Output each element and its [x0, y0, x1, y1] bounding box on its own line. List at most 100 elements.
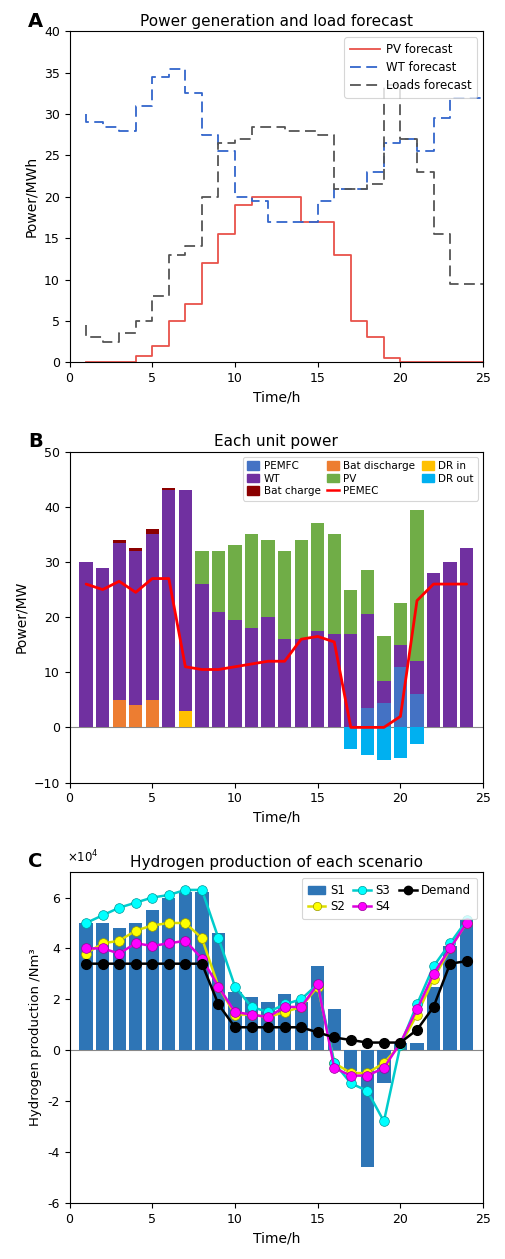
Loads forecast — [430, 165, 436, 180]
PEMEC — [331, 635, 337, 650]
S2 — [381, 1055, 387, 1070]
S2 — [315, 980, 321, 995]
WT forecast — [364, 181, 370, 196]
Bar — [311, 524, 324, 631]
PEMEC — [116, 574, 122, 589]
Bar — [344, 633, 358, 728]
PV forecast — [331, 214, 337, 229]
PV forecast — [199, 297, 205, 312]
Legend: PV forecast, WT forecast, Loads forecast: PV forecast, WT forecast, Loads forecast — [344, 38, 477, 98]
Text: B: B — [28, 432, 43, 451]
PEMEC — [133, 584, 139, 599]
WT forecast — [331, 194, 337, 209]
Line: S3: S3 — [81, 885, 472, 1127]
Bar — [129, 551, 142, 705]
S3 — [331, 1055, 337, 1070]
Bar — [377, 1050, 390, 1083]
Loads forecast — [116, 334, 122, 349]
Bar — [344, 728, 358, 749]
Bar — [328, 535, 341, 633]
Demand — [430, 1000, 436, 1015]
Bar — [344, 1050, 358, 1070]
Loads forecast — [464, 276, 470, 291]
Bar — [179, 893, 192, 1050]
Loads forecast — [364, 181, 370, 196]
Line: PEMEC: PEMEC — [86, 579, 467, 728]
Bar — [394, 667, 407, 728]
PEMEC — [166, 572, 172, 587]
PEMEC — [83, 577, 89, 592]
PV forecast — [480, 355, 486, 370]
Text: $\times10^4$: $\times10^4$ — [68, 849, 99, 865]
Bar — [411, 728, 424, 744]
S2 — [430, 972, 436, 987]
S2 — [166, 915, 172, 930]
WT forecast — [149, 98, 156, 113]
Bar — [145, 529, 159, 535]
Y-axis label: Hydrogen production /Nm³: Hydrogen production /Nm³ — [29, 948, 42, 1127]
Loads forecast — [480, 276, 486, 291]
Bar — [228, 619, 241, 728]
S2 — [447, 940, 453, 956]
WT forecast — [480, 91, 486, 106]
Demand — [298, 1020, 304, 1035]
S3 — [265, 1005, 271, 1020]
Bar — [145, 535, 159, 700]
S3 — [364, 1083, 370, 1098]
PV forecast — [348, 247, 354, 262]
S2 — [216, 980, 222, 995]
PV forecast — [182, 313, 188, 329]
Bar — [411, 694, 424, 728]
S3 — [216, 930, 222, 946]
WT forecast — [248, 189, 255, 204]
Loads forecast — [331, 127, 337, 142]
Bar — [212, 612, 225, 728]
Line: S2: S2 — [81, 918, 472, 1078]
Bar — [145, 910, 159, 1050]
S3 — [232, 980, 238, 995]
Loads forecast — [149, 313, 156, 329]
Bar — [311, 966, 324, 1050]
WT forecast — [397, 136, 403, 151]
S4 — [447, 940, 453, 956]
S2 — [116, 933, 122, 948]
PEMEC — [447, 577, 453, 592]
PEMEC — [348, 720, 354, 735]
PV forecast — [116, 355, 122, 370]
Bar — [113, 700, 126, 728]
S3 — [83, 915, 89, 930]
Demand — [331, 1030, 337, 1045]
S2 — [348, 1065, 354, 1080]
Line: Demand: Demand — [81, 957, 472, 1047]
PV forecast — [430, 355, 436, 370]
Bar — [162, 898, 175, 1050]
S3 — [149, 890, 156, 905]
Demand — [265, 1020, 271, 1035]
Loads forecast — [265, 120, 271, 135]
PEMEC — [265, 653, 271, 669]
PEMEC — [182, 660, 188, 675]
S2 — [83, 946, 89, 961]
S4 — [116, 946, 122, 961]
Bar — [361, 570, 374, 614]
S3 — [298, 992, 304, 1007]
Demand — [447, 956, 453, 971]
S4 — [232, 1005, 238, 1020]
Demand — [166, 956, 172, 971]
S2 — [282, 1005, 288, 1020]
WT forecast — [414, 131, 420, 146]
Line: WT forecast: WT forecast — [86, 69, 483, 222]
WT forecast — [348, 181, 354, 196]
Bar — [245, 535, 258, 628]
Bar — [377, 703, 390, 728]
WT forecast — [430, 144, 436, 159]
S3 — [199, 883, 205, 898]
S4 — [397, 1035, 403, 1050]
WT forecast — [447, 111, 453, 126]
Bar — [228, 545, 241, 619]
PV forecast — [381, 330, 387, 345]
S4 — [83, 940, 89, 956]
Bar — [411, 510, 424, 661]
Bar — [361, 708, 374, 728]
Loads forecast — [414, 131, 420, 146]
